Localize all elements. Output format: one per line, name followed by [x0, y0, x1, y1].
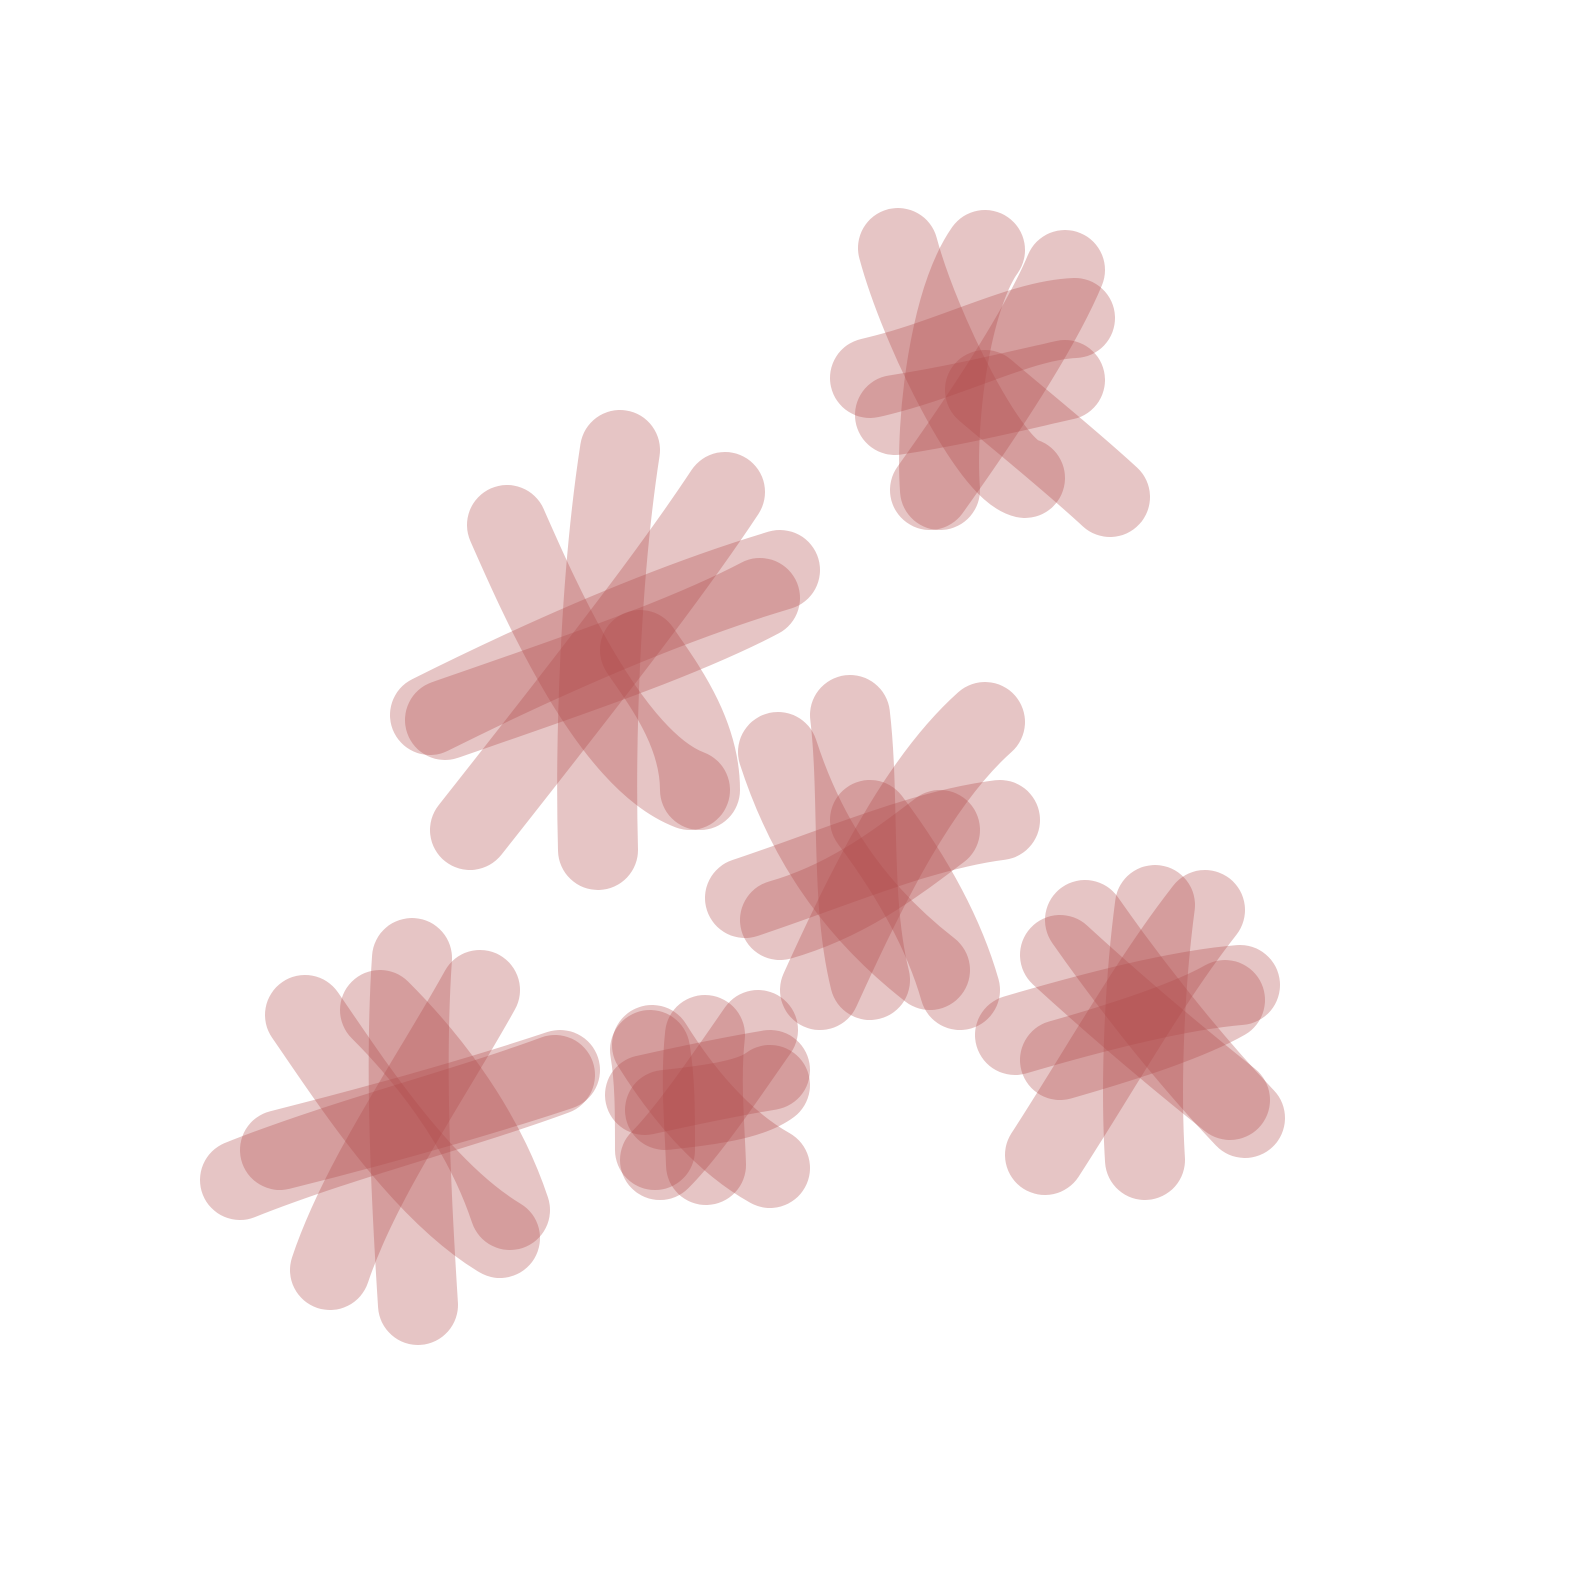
- brush-stroke: [200, 1035, 595, 1220]
- marks-layer: [200, 208, 1285, 1345]
- brush-stroke: [1103, 865, 1195, 1200]
- brush-stroke: [368, 918, 458, 1345]
- brush-stroke: [1005, 870, 1245, 1195]
- asterisk-mark-1: [830, 208, 1150, 537]
- brush-stroke: [945, 350, 1150, 537]
- asterisk-mark-6: [200, 918, 600, 1345]
- brush-stroke: [467, 485, 730, 830]
- brush-stroke: [855, 340, 1105, 455]
- brush-stroke: [430, 452, 765, 870]
- asterisk-mark-4: [975, 865, 1285, 1200]
- brush-stroke: [612, 1005, 810, 1208]
- brush-stroke: [265, 975, 540, 1278]
- brush-stroke: [738, 712, 970, 1010]
- brush-stroke: [705, 780, 1040, 938]
- brush-stroke: [899, 210, 1025, 530]
- brush-stroke: [390, 530, 820, 755]
- brush-stroke: [1020, 960, 1265, 1100]
- brush-stroke: [780, 682, 1025, 1030]
- brush-stroke: [405, 558, 800, 760]
- brush-stroke: [340, 970, 550, 1250]
- brush-stroke: [975, 945, 1280, 1075]
- brush-stroke: [662, 995, 746, 1205]
- brush-stroke: [1020, 915, 1270, 1140]
- brush-stroke: [610, 1010, 695, 1190]
- brush-stroke: [830, 278, 1115, 418]
- brush-stroke: [605, 1030, 810, 1135]
- brush-stroke: [625, 1045, 810, 1150]
- brush-stroke: [290, 950, 520, 1310]
- brush-stroke: [600, 610, 740, 830]
- brush-stroke: [890, 230, 1105, 530]
- asterisk-mark-3: [705, 675, 1040, 1030]
- brush-stroke: [1045, 880, 1285, 1158]
- brush-stroke: [240, 1030, 600, 1190]
- brush-stroke: [810, 675, 910, 1020]
- brush-stroke: [620, 990, 798, 1200]
- brush-stroke: [858, 208, 1065, 518]
- brush-stroke: [557, 410, 660, 890]
- asterisk-mark-2: [390, 410, 820, 890]
- asterisk-mark-5: [605, 990, 810, 1208]
- brush-stroke: [830, 780, 1000, 1030]
- brush-stroke: [740, 790, 980, 960]
